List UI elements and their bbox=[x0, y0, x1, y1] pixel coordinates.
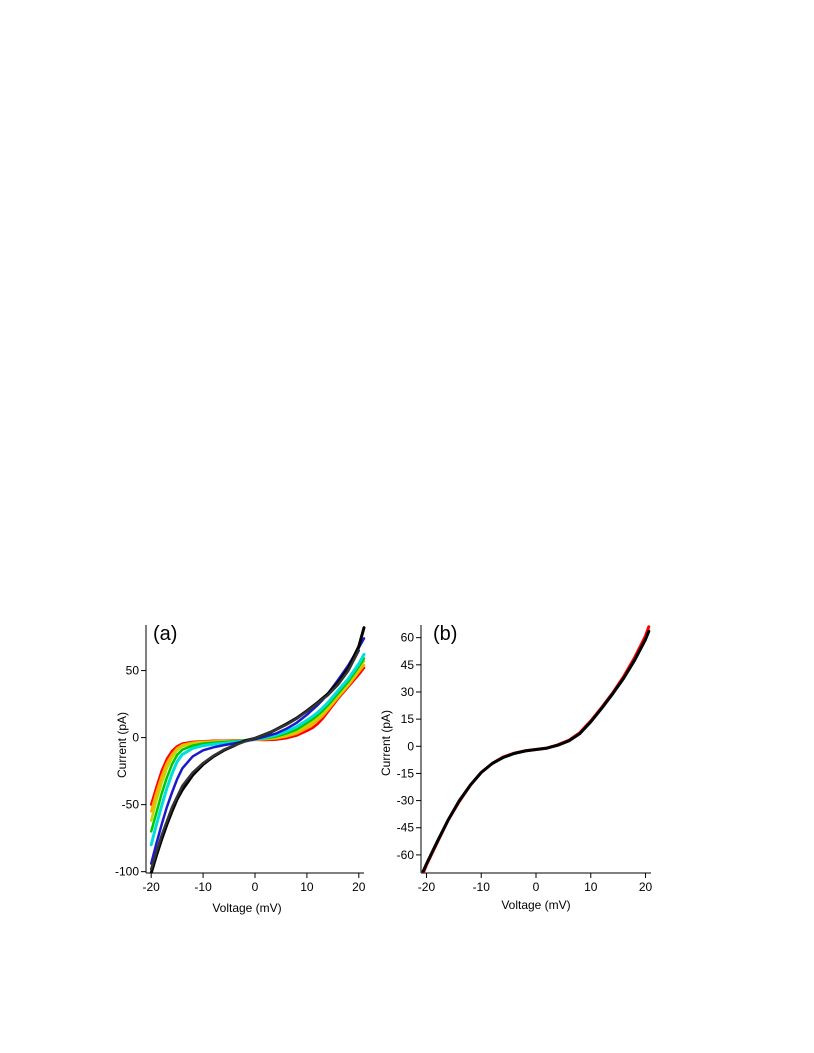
panel-a-series-line bbox=[149, 649, 361, 871]
panel-b-y-tick-label: 30 bbox=[401, 685, 415, 699]
panel-b-x-tick-label: 20 bbox=[639, 880, 653, 894]
panel-a-x-tick-label: -10 bbox=[194, 880, 212, 894]
panel-b-y-tick-label: -45 bbox=[397, 821, 415, 835]
panel-a-y-axis-title: Current (pA) bbox=[115, 712, 129, 778]
panel-a-x-tick-label: 20 bbox=[352, 880, 366, 894]
panel-b-y-axis-title: Current (pA) bbox=[379, 710, 393, 776]
panel-a-label: (a) bbox=[153, 623, 177, 645]
panel-b-x-tick-label: 10 bbox=[584, 880, 598, 894]
panel-b-x-tick-label: 0 bbox=[533, 880, 540, 894]
panel-b-x-tick-label: -10 bbox=[473, 880, 491, 894]
panel-a-x-tick-label: 10 bbox=[300, 880, 314, 894]
panel-b-y-tick-label: -30 bbox=[397, 794, 415, 808]
panel-a-y-tick-label: 50 bbox=[126, 664, 140, 678]
panel-a-y-tick-label: -50 bbox=[122, 798, 140, 812]
panel-b-y-tick-label: 0 bbox=[407, 739, 414, 753]
panel-a-x-tick-label: 0 bbox=[252, 880, 259, 894]
panel-b-label: (b) bbox=[433, 623, 457, 645]
panel-b-y-tick-label: 15 bbox=[401, 712, 415, 726]
panel-b-y-tick-label: -60 bbox=[397, 848, 415, 862]
panel-a-series-line bbox=[149, 637, 366, 865]
panel-b-series-line bbox=[421, 629, 651, 873]
panel-a-y-tick-label: -100 bbox=[115, 865, 139, 879]
panel-b-series-group bbox=[421, 625, 651, 873]
panel-b-x-tick-label: -20 bbox=[418, 880, 436, 894]
panel-a-x-axis-title: Voltage (mV) bbox=[212, 901, 281, 915]
panel-b-x-axis-title: Voltage (mV) bbox=[501, 898, 570, 912]
panel-a-x-tick-label: -20 bbox=[143, 880, 161, 894]
panel-a-y-tick-label: 0 bbox=[132, 731, 139, 745]
panel-b: (b) -20 -10 0 10 20 -60 -45 -30 -15 0 15 30 45 60 Vol… bbox=[379, 623, 653, 912]
panel-a-series-group bbox=[149, 626, 366, 873]
panel-b-y-tick-label: 45 bbox=[401, 658, 415, 672]
panel-b-plot: -20 -10 0 10 20 -60 -45 -30 -15 0 15 30 45 60 bbox=[397, 625, 653, 894]
panel-b-y-tick-label: 60 bbox=[401, 631, 415, 645]
panel-b-y-tick-label: -15 bbox=[397, 766, 415, 780]
